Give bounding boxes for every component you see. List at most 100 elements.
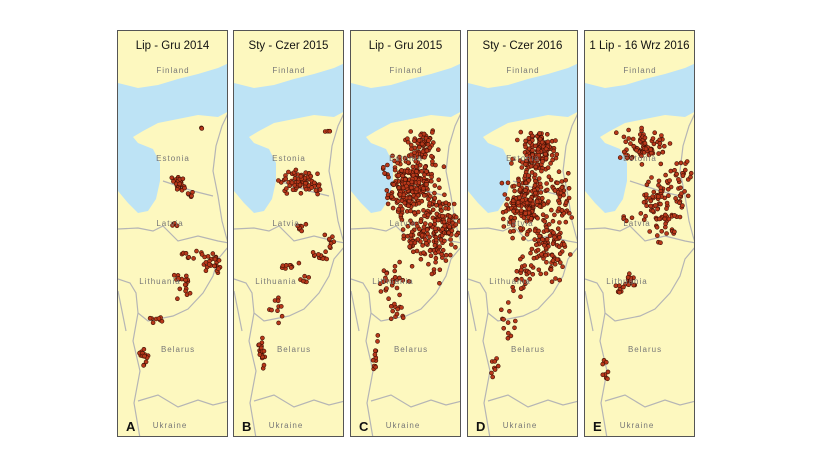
outbreak-point xyxy=(176,276,181,281)
outbreak-point xyxy=(296,260,302,266)
outbreak-point xyxy=(438,204,443,210)
country-label-estonia: Estonia xyxy=(156,154,190,163)
outbreak-point xyxy=(504,202,509,207)
outbreak-point xyxy=(524,200,530,206)
outbreak-point xyxy=(511,228,517,234)
outbreak-point xyxy=(663,221,668,227)
outbreak-point xyxy=(501,325,507,331)
outbreak-point xyxy=(520,197,525,203)
outbreak-point xyxy=(390,153,395,159)
outbreak-point xyxy=(556,206,562,211)
map-base xyxy=(351,63,460,436)
outbreak-point xyxy=(532,172,538,177)
outbreak-point xyxy=(521,236,526,241)
outbreak-point xyxy=(550,258,556,263)
outbreak-point xyxy=(375,339,380,344)
outbreak-point xyxy=(303,221,309,227)
outbreak-point xyxy=(529,246,535,252)
outbreak-point xyxy=(516,178,522,183)
outbreak-point xyxy=(436,199,442,205)
outbreak-point xyxy=(289,180,295,185)
outbreak-point xyxy=(528,250,533,256)
outbreak-point xyxy=(275,298,281,304)
outbreak-point xyxy=(183,277,188,283)
outbreak-point xyxy=(526,135,532,141)
outbreak-point xyxy=(303,170,308,175)
outbreak-point xyxy=(408,208,413,214)
outbreak-point xyxy=(427,200,432,206)
outbreak-point xyxy=(508,215,514,220)
outbreak-point xyxy=(373,364,379,370)
outbreak-point xyxy=(177,181,183,187)
outbreak-point xyxy=(535,247,541,253)
outbreak-point xyxy=(453,222,459,227)
outbreak-point xyxy=(641,199,647,205)
outbreak-point xyxy=(189,193,194,199)
outbreak-point xyxy=(517,195,522,200)
outbreak-point xyxy=(630,136,636,142)
outbreak-point xyxy=(511,208,516,214)
outbreak-point xyxy=(505,330,511,336)
outbreak-point xyxy=(603,359,609,365)
outbreak-point xyxy=(300,278,306,284)
country-label-finland: Finland xyxy=(389,66,423,75)
outbreak-point xyxy=(540,237,545,242)
outbreak-point xyxy=(547,233,553,238)
outbreak-point xyxy=(605,376,610,382)
outbreak-point xyxy=(413,195,419,201)
outbreak-point xyxy=(414,248,420,254)
country-border xyxy=(137,394,227,408)
outbreak-point xyxy=(530,133,535,139)
outbreak-point xyxy=(409,179,415,185)
outbreak-point xyxy=(643,192,649,197)
outbreak-point xyxy=(175,296,180,302)
outbreak-point xyxy=(546,199,551,204)
outbreak-point xyxy=(511,288,516,294)
outbreak-point xyxy=(422,172,427,178)
outbreak-point xyxy=(554,152,560,157)
outbreak-point xyxy=(385,192,391,197)
outbreak-point xyxy=(653,203,658,208)
outbreak-point xyxy=(448,252,453,258)
country-label-lithuania: Lithuania xyxy=(255,277,297,286)
outbreak-point xyxy=(517,256,523,262)
outbreak-point xyxy=(605,369,611,375)
outbreak-point xyxy=(664,231,669,236)
country-label-lithuania: Lithuania xyxy=(139,277,181,286)
country-border xyxy=(118,290,127,332)
outbreak-point xyxy=(651,189,657,195)
outbreak-point xyxy=(416,209,421,215)
outbreak-point xyxy=(428,253,434,258)
outbreak-point xyxy=(539,251,544,257)
outbreak-point xyxy=(552,188,558,193)
outbreak-point xyxy=(527,276,533,282)
outbreak-point xyxy=(650,136,656,141)
outbreak-point xyxy=(453,214,459,220)
outbreak-point xyxy=(545,165,551,170)
outbreak-point xyxy=(660,149,666,155)
outbreak-point xyxy=(549,253,555,258)
outbreak-point xyxy=(613,283,619,288)
outbreak-point xyxy=(644,182,650,188)
country-border xyxy=(468,225,577,244)
outbreak-point xyxy=(650,208,656,214)
outbreak-point xyxy=(530,148,535,153)
outbreak-point xyxy=(505,180,511,186)
outbreak-point xyxy=(663,212,668,218)
outbreak-point xyxy=(527,140,533,145)
outbreak-point xyxy=(685,193,691,199)
sea xyxy=(234,63,343,213)
outbreak-point xyxy=(383,275,388,281)
outbreak-point xyxy=(680,173,686,178)
outbreak-point xyxy=(390,205,396,211)
outbreak-point xyxy=(203,268,209,273)
outbreak-point xyxy=(514,137,520,143)
country-label-belarus: Belarus xyxy=(627,345,663,354)
outbreak-point xyxy=(437,185,442,191)
outbreak-point xyxy=(392,158,397,164)
outbreak-point xyxy=(194,248,199,254)
outbreak-point xyxy=(553,276,558,281)
outbreak-point xyxy=(538,271,543,277)
outbreak-point xyxy=(600,361,606,367)
outbreak-point xyxy=(402,177,408,182)
